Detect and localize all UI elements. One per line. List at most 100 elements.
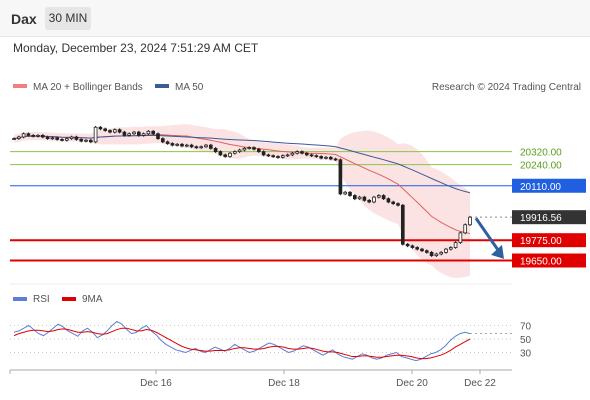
candle-body (204, 144, 208, 148)
candle-body (60, 139, 64, 141)
candle-body (117, 129, 122, 133)
x-tick-label: Dec 20 (396, 378, 428, 389)
timestamp: Monday, December 23, 2024 7:51:29 AM CET (13, 41, 259, 55)
candle-body (266, 154, 271, 157)
last-price-label: 19916.56 (520, 213, 562, 224)
level-label-support: 19775.00 (520, 236, 562, 247)
candle-body (199, 146, 204, 149)
candle-body (453, 242, 458, 248)
level-label-support: 19650.00 (520, 257, 562, 268)
candle-body (136, 131, 141, 136)
rsi-tick-label: 70 (520, 322, 532, 333)
last-price-tag (512, 210, 586, 225)
legend-swatch-ma50 (155, 84, 169, 88)
candle-body (420, 248, 424, 252)
candle-body (424, 250, 429, 253)
candle-body (156, 133, 160, 140)
candle-body (391, 201, 396, 205)
forecast-arrow (474, 217, 504, 259)
candle-body (55, 137, 60, 140)
candle-body (362, 196, 367, 201)
price-levels (10, 151, 512, 262)
candle-body (74, 136, 79, 140)
ma50-line (13, 134, 471, 194)
legend-swatch-rsi (13, 297, 27, 301)
candle-body (386, 198, 391, 203)
candle-body (300, 151, 304, 154)
candle-body (343, 191, 348, 195)
candle-body (232, 151, 237, 154)
x-tick-label: Dec 22 (464, 378, 496, 389)
candle-body (242, 147, 247, 151)
candle-body (141, 133, 146, 136)
legend-ma50: MA 50 (175, 82, 204, 93)
rsi-line (13, 320, 471, 362)
candle-body (228, 152, 232, 157)
candle-body (31, 134, 36, 137)
candle-body (208, 144, 213, 149)
candle-body (309, 154, 314, 157)
candle-body (256, 148, 261, 153)
candle-body (84, 139, 88, 142)
candle-body (261, 151, 266, 156)
legend-swatch-bollinger (13, 84, 27, 88)
candle-body (213, 147, 218, 153)
candle-body (434, 253, 439, 257)
timeframe-button[interactable]: 30 MIN (45, 7, 91, 30)
candle-body (108, 130, 112, 133)
candle-body (338, 159, 343, 195)
candle-body (79, 139, 84, 142)
candle-body (132, 131, 136, 135)
candles (12, 125, 472, 257)
candle-body (415, 247, 420, 250)
rsi-ma-line (13, 327, 471, 360)
symbol-label: Dax (11, 11, 37, 27)
candle-body (184, 144, 189, 147)
candle-body (280, 155, 285, 158)
candle-body (16, 136, 21, 140)
candle-body (98, 126, 103, 130)
candle-body (319, 156, 324, 159)
candle-body (175, 143, 180, 146)
candle-body (170, 143, 175, 146)
candle-body (194, 146, 199, 149)
candle-body (151, 130, 156, 135)
candle-body (160, 138, 165, 143)
candle-body (50, 137, 55, 140)
candle-body (285, 154, 290, 157)
moving-averages (13, 134, 471, 235)
candle-body (40, 134, 45, 138)
candle-body (304, 152, 309, 156)
candle-body (468, 216, 472, 226)
candle-body (146, 130, 151, 135)
candle-body (189, 144, 194, 148)
candle-body (237, 149, 242, 153)
rsi-legend: RSI 9MA (13, 294, 103, 305)
legend-swatch-9ma (62, 297, 76, 301)
candle-body (88, 139, 93, 143)
bollinger-band-area (14, 124, 470, 279)
candle-body (367, 199, 372, 203)
level-tag-support (512, 253, 586, 268)
candle-body (247, 147, 252, 149)
level-label-resistance: 20320.00 (520, 148, 562, 159)
candle-body (328, 156, 333, 160)
legend-rsi: RSI (33, 294, 50, 305)
legend-bollinger: MA 20 + Bollinger Bands (33, 82, 143, 93)
candle-body (127, 133, 132, 136)
candle-body (324, 156, 328, 159)
candle-body (180, 143, 184, 147)
level-tag-pivot (512, 178, 586, 193)
x-tick-label: Dec 18 (268, 378, 300, 389)
candle-body (223, 154, 228, 157)
candle-body (165, 141, 170, 144)
candle-body (396, 203, 400, 206)
x-tick-label: Dec 16 (140, 378, 172, 389)
candle-body (271, 155, 276, 158)
candle-body (122, 131, 127, 136)
candle-body (69, 136, 74, 140)
bollinger-bands (14, 124, 470, 279)
candle-body (458, 232, 463, 244)
main-legend: MA 20 + Bollinger Bands MA 50 (13, 82, 204, 93)
